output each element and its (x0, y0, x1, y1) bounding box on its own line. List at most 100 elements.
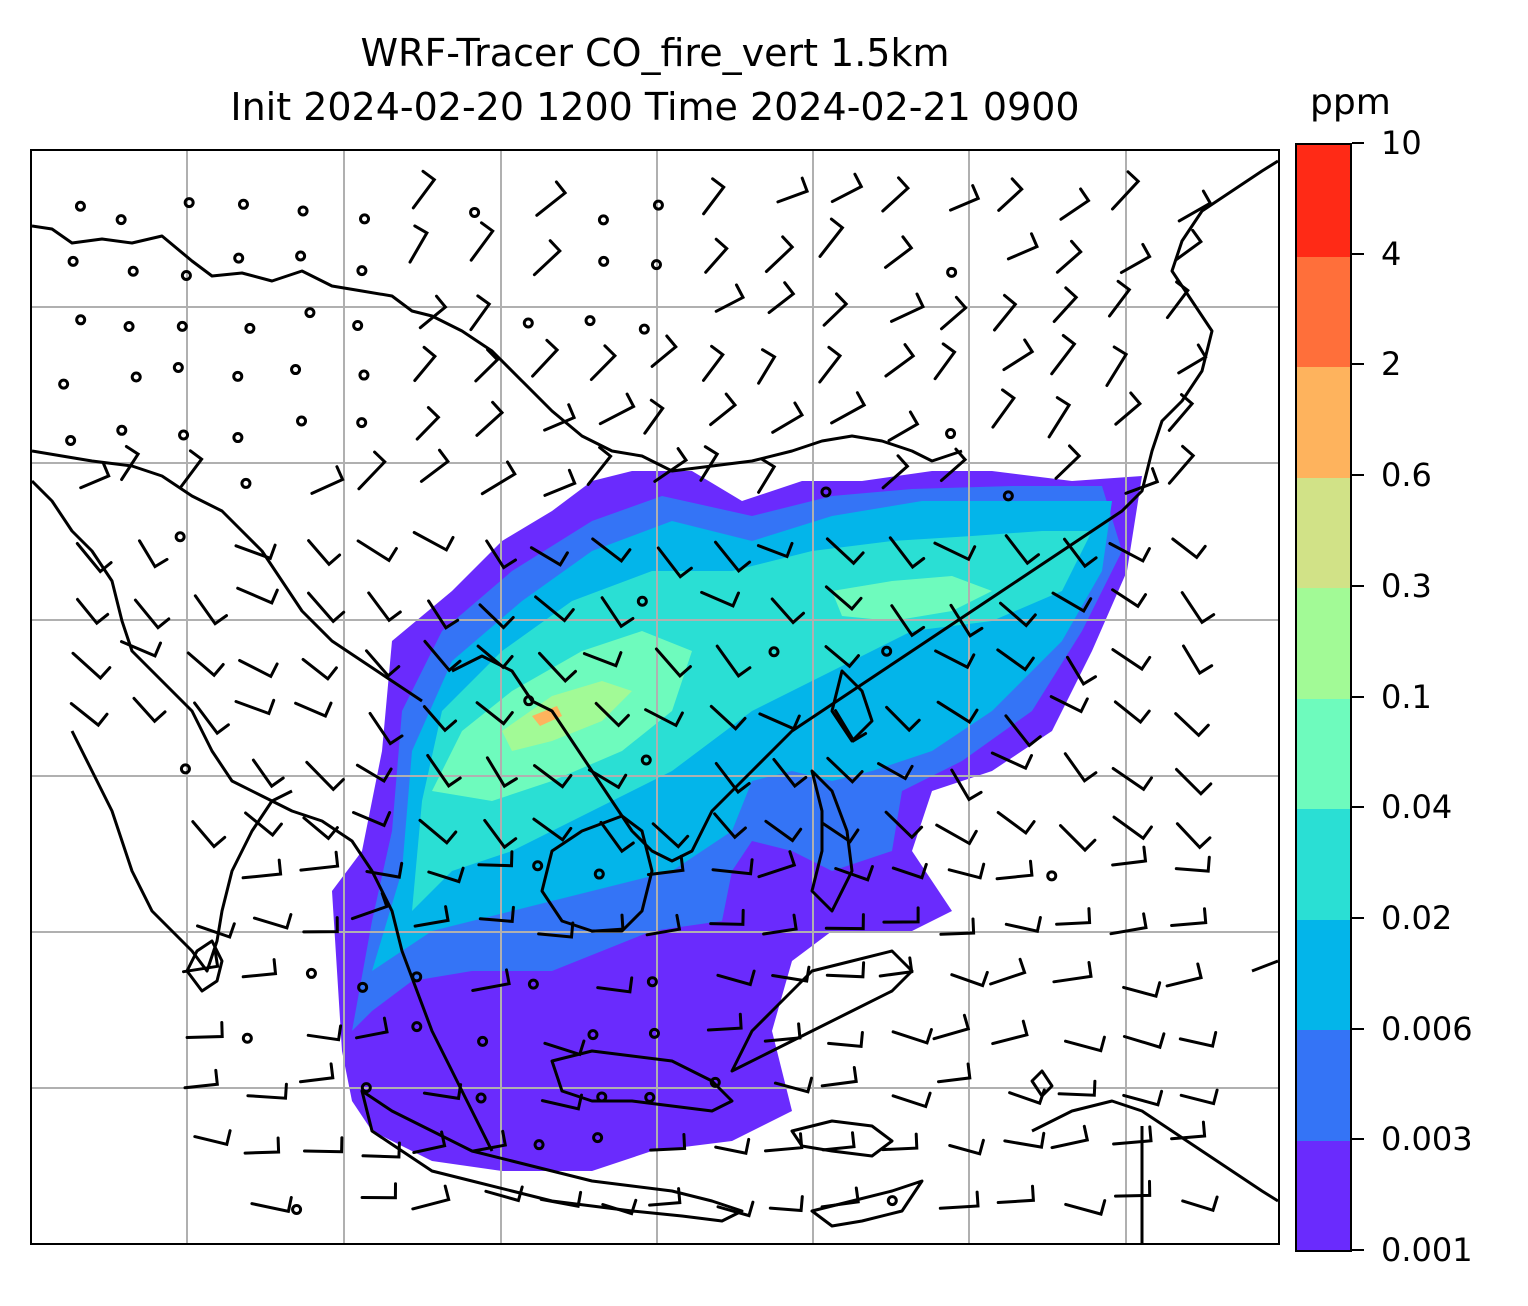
wind-barb (1167, 393, 1195, 432)
wind-barb (1055, 907, 1092, 926)
calm-wind-marker (636, 595, 648, 607)
wind-barb (1054, 444, 1082, 480)
wind-barb (648, 1187, 682, 1207)
wind-barb (834, 709, 868, 743)
calm-wind-marker (946, 266, 958, 278)
wind-barb (1006, 232, 1039, 261)
calm-wind-marker (886, 1195, 898, 1207)
wind-barb (937, 1062, 972, 1084)
calm-wind-marker (652, 199, 664, 211)
wind-barb (299, 1062, 335, 1084)
calm-wind-marker (532, 860, 544, 872)
wind-barb (756, 541, 794, 559)
wind-barb (891, 1091, 932, 1109)
wind-barb (1179, 1088, 1219, 1106)
wind-barb (191, 820, 227, 849)
wind-barb (827, 1031, 864, 1049)
wind-barb (713, 812, 747, 840)
wind-barb (1114, 1179, 1152, 1198)
colorbar-tick-label: 0.006 (1381, 1009, 1473, 1048)
map-title-line2: Init 2024-02-20 1200 Time 2024-02-21 090… (230, 85, 1080, 129)
wind-barb (826, 756, 864, 784)
wind-barb (475, 400, 505, 437)
wind-barb (475, 701, 514, 726)
wind-barb (884, 810, 924, 840)
wind-barb (1063, 752, 1098, 783)
wind-barb (365, 649, 401, 678)
wind-barb (535, 180, 568, 217)
wind-barb (305, 760, 345, 792)
wind-barb (834, 865, 874, 882)
wind-barb (367, 591, 402, 623)
wind-barb (418, 818, 458, 845)
wind-barb (423, 639, 462, 673)
wind-barb (824, 585, 863, 612)
colorbar-tick (1352, 584, 1364, 587)
wind-barb (478, 905, 515, 924)
wind-barb (1113, 700, 1151, 725)
wind-barb (1114, 391, 1143, 426)
calm-wind-marker (296, 415, 308, 427)
wind-barb (1112, 815, 1153, 841)
wind-barb (757, 457, 777, 494)
colorbar-unit-label: ppm (1310, 82, 1391, 123)
colorbar-tick (1352, 1138, 1364, 1141)
wind-barb (1124, 467, 1160, 495)
calm-wind-marker (768, 646, 780, 658)
wind-barb (991, 1019, 1029, 1046)
calm-wind-marker (75, 314, 87, 326)
wind-barbs (69, 169, 1219, 1218)
calm-wind-marker (356, 265, 368, 277)
colorbar-tick (1352, 363, 1364, 366)
wind-barb (714, 762, 751, 795)
wind-barb (251, 758, 285, 789)
wind-barb (771, 965, 811, 983)
wind-barb (294, 701, 333, 718)
wind-barb (1165, 280, 1190, 320)
wind-barb (714, 1137, 751, 1155)
wind-barb (587, 768, 628, 790)
wind-barb (427, 866, 465, 884)
calm-wind-marker (116, 424, 128, 436)
wind-barb (716, 1200, 755, 1218)
wind-barb (711, 858, 754, 876)
map-title-line1: WRF-Tracer CO_fire_vert 1.5km (360, 31, 950, 75)
wind-barb (891, 862, 928, 880)
wind-barb (179, 449, 204, 488)
wind-barb (355, 763, 393, 784)
wind-barb (1066, 655, 1097, 686)
wind-barb (543, 403, 577, 432)
wind-barb (884, 235, 914, 269)
wind-barb (653, 447, 689, 483)
wind-barb (418, 294, 448, 330)
wind-barb (76, 597, 110, 626)
wind-barb (529, 546, 569, 567)
wind-barb (1057, 1079, 1097, 1097)
calm-wind-marker (358, 369, 370, 381)
wind-barb (1175, 822, 1212, 850)
wind-barb (1170, 907, 1208, 927)
wind-barb (1050, 334, 1077, 376)
wind-barb (702, 177, 726, 216)
wind-barb (1182, 644, 1214, 676)
wind-barb (824, 913, 865, 931)
calm-wind-marker (592, 1132, 604, 1144)
wind-barb (71, 651, 112, 681)
wind-barb (69, 702, 109, 728)
wind-barb (821, 1131, 856, 1152)
wind-barb (1063, 537, 1098, 569)
calm-wind-marker (650, 259, 662, 271)
wind-barb (1174, 228, 1203, 262)
wind-barb (543, 468, 577, 497)
calm-wind-marker (179, 763, 191, 775)
calm-wind-marker (232, 370, 244, 382)
wind-barb (408, 224, 429, 264)
calm-wind-marker (475, 1092, 487, 1104)
wind-barb (1111, 588, 1147, 609)
wind-barb (484, 1185, 524, 1203)
colorbar-tick (1352, 474, 1364, 477)
wind-barb (411, 1184, 451, 1211)
wind-barb (474, 348, 500, 383)
wind-barb (700, 590, 740, 608)
wind-barb (757, 850, 797, 879)
